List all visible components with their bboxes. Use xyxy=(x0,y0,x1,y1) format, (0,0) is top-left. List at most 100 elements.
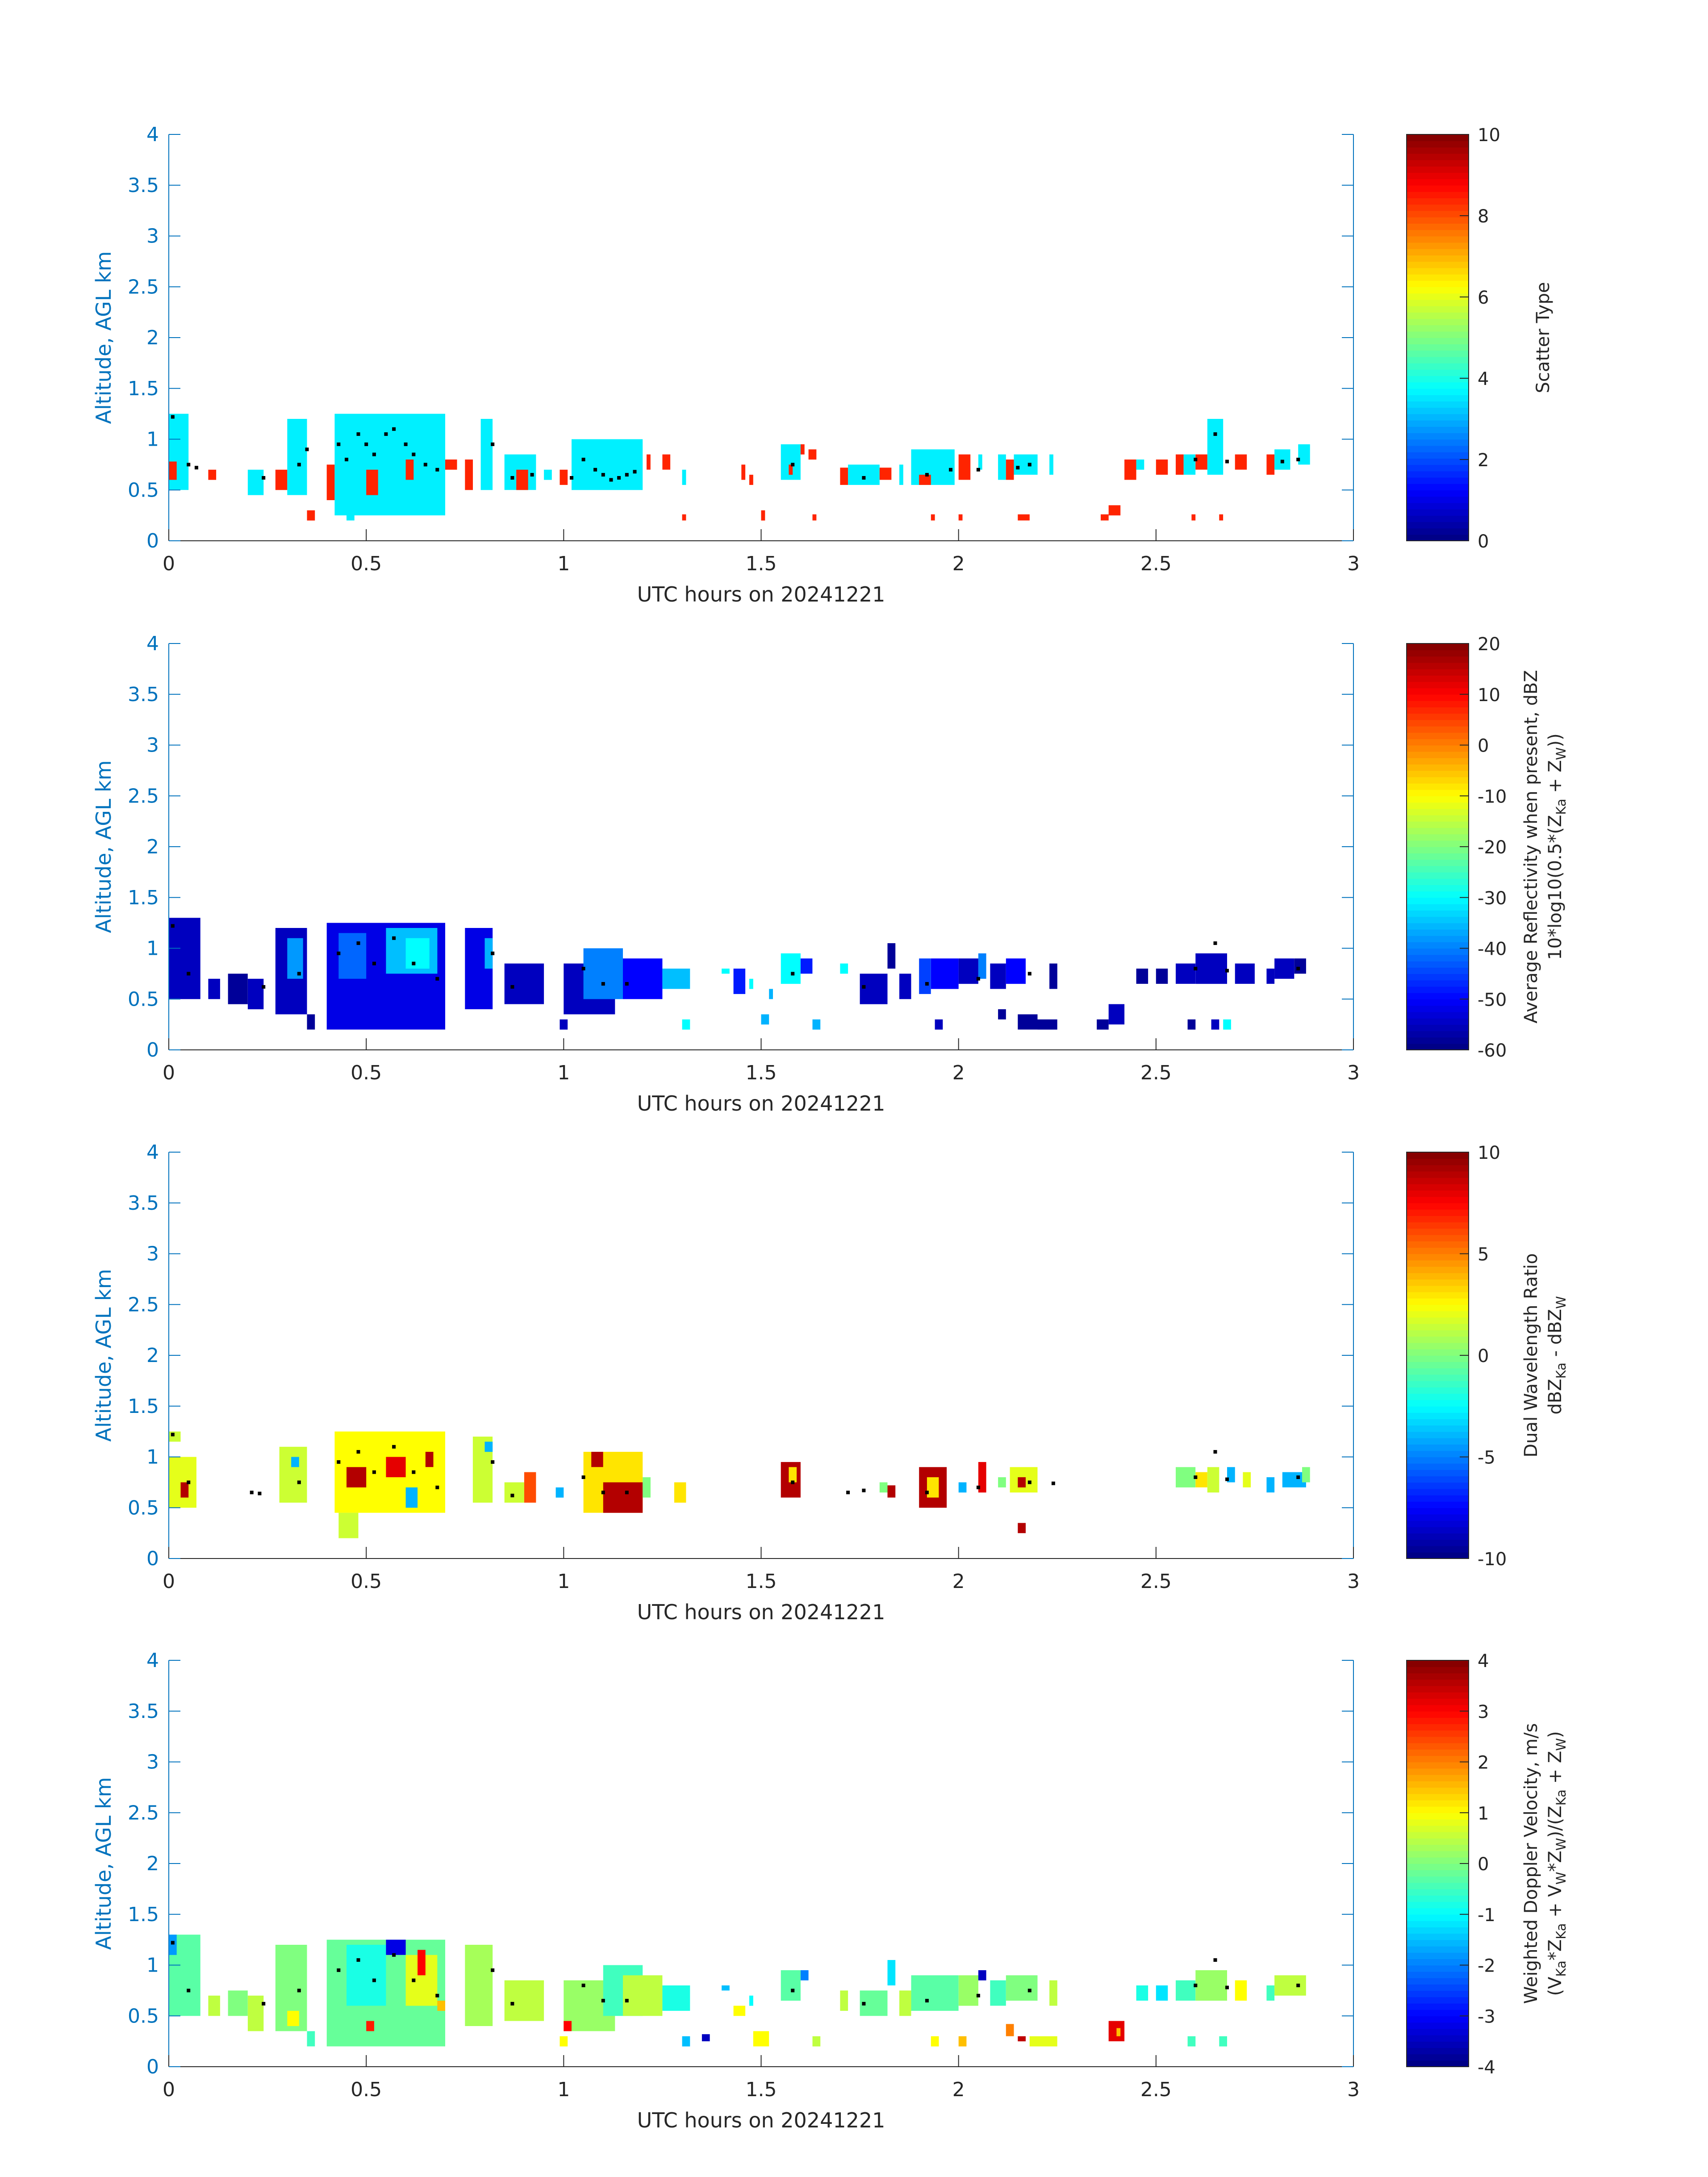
y-tick-label: 1.5 xyxy=(128,1903,159,1926)
data-cell xyxy=(702,2034,710,2042)
colorbar-band xyxy=(1407,993,1469,1000)
colorbar-band xyxy=(1407,376,1469,383)
y-tick-label: 2.5 xyxy=(128,1293,159,1316)
x-tick-label: 0.5 xyxy=(351,1570,382,1593)
colorbar-tick-label: 10 xyxy=(1478,1143,1500,1163)
colorbar-band xyxy=(1407,331,1469,338)
colorbar-band xyxy=(1407,815,1469,822)
colorbar-band xyxy=(1407,1234,1469,1241)
marker-dot xyxy=(372,1470,376,1474)
marker-dot xyxy=(976,1993,980,1997)
colorbar-band xyxy=(1407,388,1469,395)
y-tick-label: 0 xyxy=(146,1547,159,1570)
y-axis-label: Altitude, AGL km xyxy=(92,1269,116,1442)
colorbar-band xyxy=(1407,159,1469,167)
colorbar-tick-label: -5 xyxy=(1478,1448,1495,1468)
x-tick-label: 2 xyxy=(952,1061,965,1084)
x-tick-label: 1 xyxy=(557,552,570,575)
data-cell xyxy=(228,974,248,1004)
colorbar-band xyxy=(1407,1908,1469,1915)
colorbar-band xyxy=(1407,1539,1469,1546)
y-axis-label: Altitude, AGL km xyxy=(92,251,116,424)
colorbar-band xyxy=(1407,407,1469,414)
colorbar-band xyxy=(1407,1977,1469,1985)
x-tick-label: 0 xyxy=(163,2078,175,2101)
data-cell xyxy=(1014,454,1038,475)
colorbar-band xyxy=(1407,267,1469,275)
colorbar-band xyxy=(1407,847,1469,854)
data-cell xyxy=(386,1939,406,1955)
marker-dot xyxy=(625,1491,629,1495)
data-cell xyxy=(405,938,430,969)
data-cell xyxy=(812,514,817,521)
data-cell xyxy=(405,1487,418,1508)
colorbar-band xyxy=(1407,2022,1469,2029)
y-tick-label: 0.5 xyxy=(128,1496,159,1519)
colorbar-band xyxy=(1407,147,1469,154)
y-tick-label: 0 xyxy=(146,530,159,552)
data-cell xyxy=(405,460,414,480)
colorbar-band xyxy=(1407,1196,1469,1203)
data-cell xyxy=(418,1950,426,1976)
colorbar-tick-label: -30 xyxy=(1478,888,1507,909)
data-cell xyxy=(682,1019,690,1030)
data-cell xyxy=(1195,454,1207,470)
data-cell xyxy=(958,2036,967,2047)
data-cell xyxy=(887,1960,896,1985)
data-cell xyxy=(722,969,730,974)
colorbar-band xyxy=(1407,1031,1469,1038)
colorbar-band xyxy=(1407,1254,1469,1261)
data-cell xyxy=(1195,1472,1207,1488)
data-cell xyxy=(812,2036,821,2047)
data-cell xyxy=(425,1452,434,1467)
data-cell xyxy=(287,419,307,495)
colorbar-band xyxy=(1407,1800,1469,1807)
y-tick-label: 0.5 xyxy=(128,479,159,501)
data-cell xyxy=(958,514,963,521)
colorbar-band xyxy=(1407,707,1469,714)
y-tick-label: 4 xyxy=(146,123,159,146)
colorbar-band xyxy=(1407,1209,1469,1216)
marker-dot xyxy=(570,476,573,480)
colorbar-band xyxy=(1407,1495,1469,1502)
colorbar-band xyxy=(1407,1673,1469,1680)
data-cell xyxy=(1049,454,1053,475)
data-cell xyxy=(1018,514,1030,521)
colorbar-band xyxy=(1407,255,1469,262)
colorbar-band xyxy=(1407,1813,1469,1820)
data-cell xyxy=(800,444,805,455)
colorbar-band xyxy=(1407,872,1469,879)
data-cell xyxy=(247,1995,264,2031)
colorbar-band xyxy=(1407,1711,1469,1718)
colorbar-band xyxy=(1407,808,1469,815)
data-cell xyxy=(911,449,955,485)
x-tick-label: 1.5 xyxy=(746,1061,777,1084)
data-cell xyxy=(887,1485,896,1498)
x-tick-label: 1 xyxy=(557,1061,570,1084)
panel-1: 0 0.5 1 1.5 2 2.5 3 0 0.5 1 1.5 2 2.5 3 3.5 4 UTC hours … xyxy=(92,123,1553,606)
x-tick-label: 2 xyxy=(952,2078,965,2101)
colorbar-band xyxy=(1407,426,1469,434)
marker-dot xyxy=(862,476,866,480)
x-axis-label: UTC hours on 20241221 xyxy=(637,2108,885,2132)
colorbar-band xyxy=(1407,1463,1469,1470)
marker-dot xyxy=(510,476,514,480)
colorbar-band xyxy=(1407,1685,1469,1692)
data-cell xyxy=(560,469,568,485)
marker-dot xyxy=(1016,466,1020,470)
data-cell xyxy=(504,963,544,1004)
data-cell xyxy=(860,974,888,1004)
colorbar-band xyxy=(1407,859,1469,866)
colorbar-band xyxy=(1407,1266,1469,1273)
colorbar-band xyxy=(1407,179,1469,186)
data-cell xyxy=(326,464,335,500)
colorbar-band xyxy=(1407,172,1469,180)
colorbar-band xyxy=(1407,656,1469,663)
y-tick-label: 3 xyxy=(146,734,159,757)
colorbar-band xyxy=(1407,1406,1469,1413)
colorbar-band xyxy=(1407,1437,1469,1445)
marker-dot xyxy=(404,442,408,446)
colorbar-band xyxy=(1407,338,1469,345)
data-cell xyxy=(555,1487,564,1498)
colorbar-band xyxy=(1407,1851,1469,1858)
